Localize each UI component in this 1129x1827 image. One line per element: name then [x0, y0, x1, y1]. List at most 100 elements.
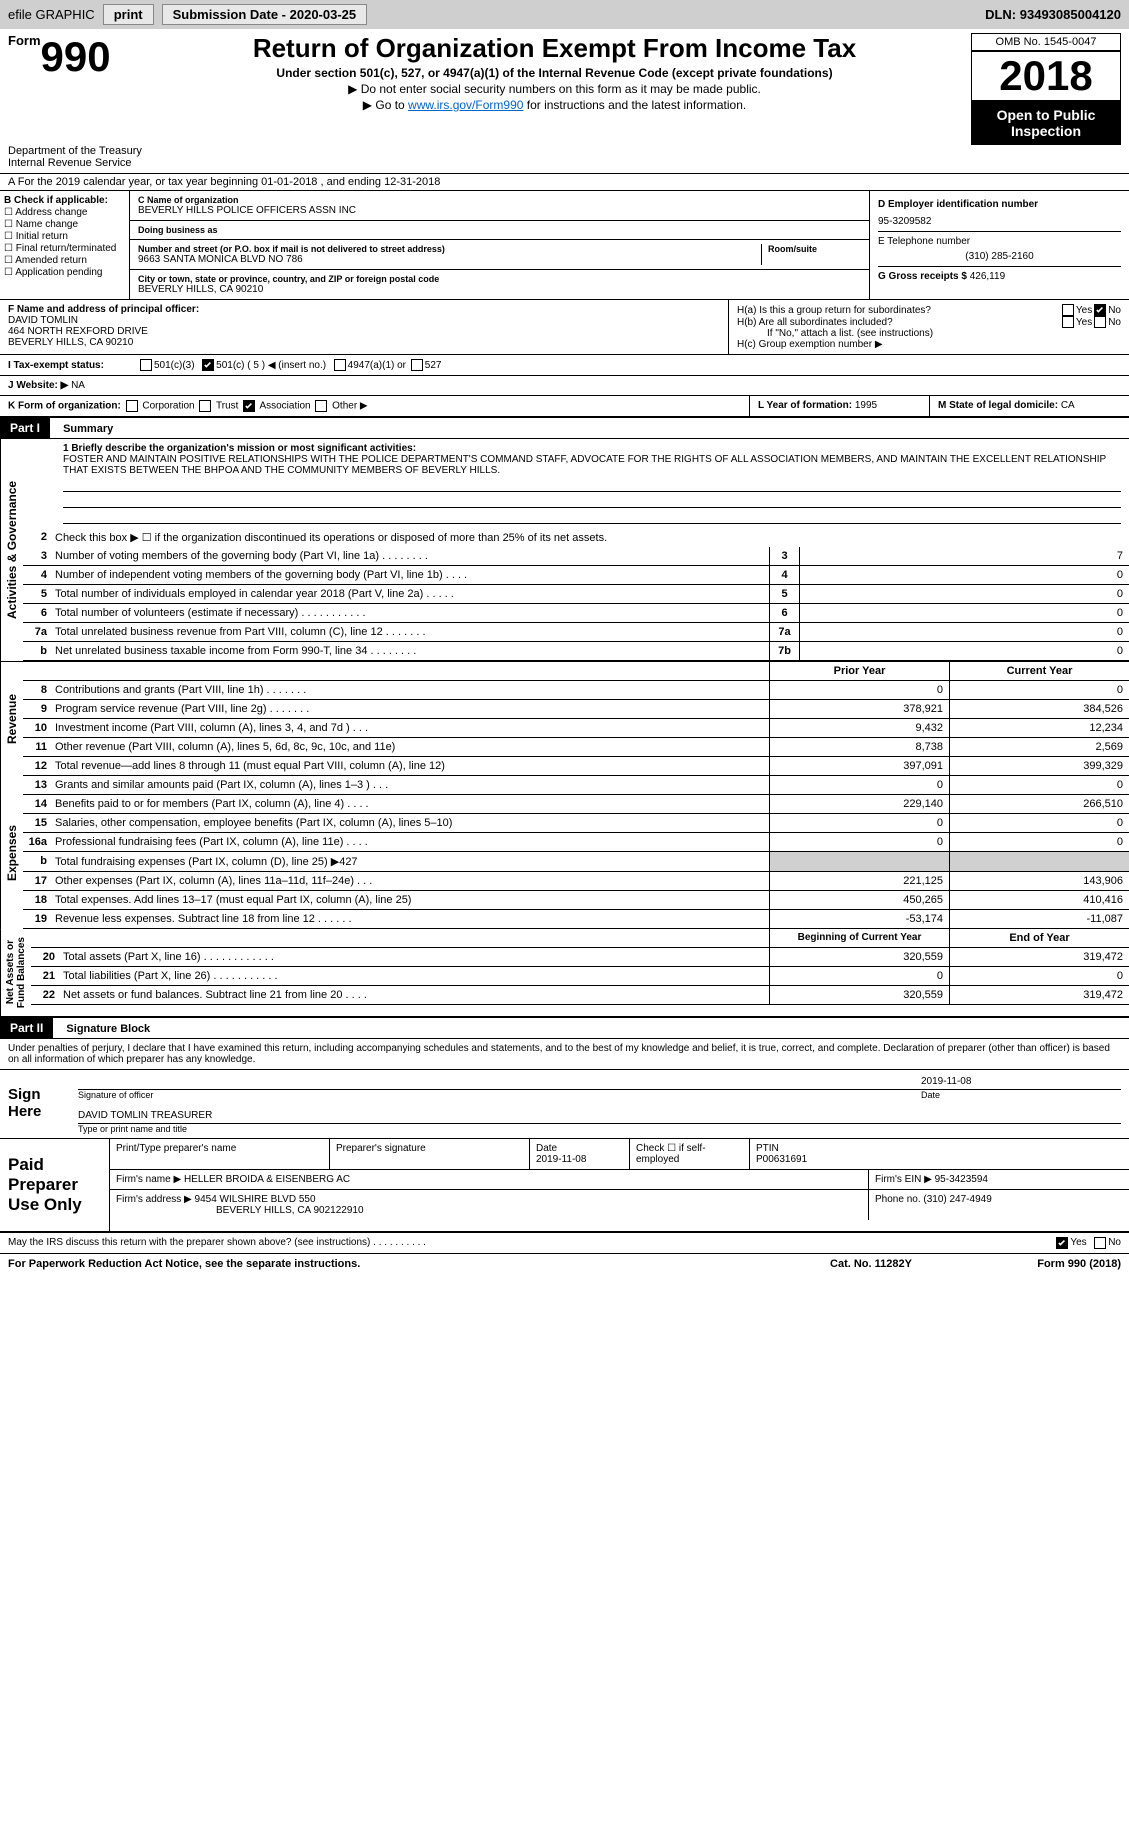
vlabel-governance: Activities & Governance — [0, 439, 23, 661]
col-b-checkboxes: B Check if applicable: ☐ Address change … — [0, 191, 130, 299]
line-17: 17Other expenses (Part IX, column (A), l… — [23, 872, 1129, 891]
pp-date: 2019-11-08 — [536, 1154, 586, 1165]
line-22: 22Net assets or fund balances. Subtract … — [31, 986, 1129, 1005]
cb-amended[interactable]: ☐ Amended return — [4, 255, 125, 266]
phone: (310) 285-2160 — [878, 251, 1121, 262]
discuss-no[interactable] — [1094, 1237, 1106, 1249]
form-number: Form990 — [8, 33, 138, 81]
street-address: 9663 SANTA MONICA BLVD NO 786 — [138, 254, 761, 265]
line-21: 21Total liabilities (Part X, line 26) . … — [31, 967, 1129, 986]
form-ref: Form 990 (2018) — [971, 1258, 1121, 1270]
summary-governance: Activities & Governance 1 Briefly descri… — [0, 439, 1129, 661]
firm-name: HELLER BROIDA & EISENBERG AC — [184, 1174, 350, 1185]
cb-name-change[interactable]: ☐ Name change — [4, 219, 125, 230]
cb-corp[interactable] — [126, 400, 138, 412]
mission-text: FOSTER AND MAINTAIN POSITIVE RELATIONSHI… — [63, 454, 1121, 476]
section-f-h: F Name and address of principal officer:… — [0, 300, 1129, 355]
line-18: 18Total expenses. Add lines 13–17 (must … — [23, 891, 1129, 910]
line-16a: 16aProfessional fundraising fees (Part I… — [23, 833, 1129, 852]
line-20: 20Total assets (Part X, line 16) . . . .… — [31, 948, 1129, 967]
submission-date: Submission Date - 2020-03-25 — [162, 4, 368, 25]
hb-no[interactable] — [1094, 316, 1106, 328]
cat-no: Cat. No. 11282Y — [771, 1258, 971, 1270]
line-12: 12Total revenue—add lines 8 through 11 (… — [23, 757, 1129, 776]
line-19: 19Revenue less expenses. Subtract line 1… — [23, 910, 1129, 929]
header-right: OMB No. 1545-0047 2018 Open to Public In… — [971, 33, 1121, 145]
section-b-c-d: B Check if applicable: ☐ Address change … — [0, 191, 1129, 300]
ein: 95-3209582 — [878, 216, 1121, 227]
website: NA — [71, 380, 85, 391]
vlabel-balances: Net Assets or Fund Balances — [0, 929, 31, 1016]
line-6: 6Total number of volunteers (estimate if… — [23, 604, 1129, 623]
cb-application-pending[interactable]: ☐ Application pending — [4, 267, 125, 278]
discuss-yes[interactable] — [1056, 1237, 1068, 1249]
line-9: 9Program service revenue (Part VIII, lin… — [23, 700, 1129, 719]
group-return: H(a) Is this a group return for subordin… — [729, 300, 1129, 354]
cb-address-change[interactable]: ☐ Address change — [4, 207, 125, 218]
cb-501c[interactable] — [202, 359, 214, 371]
principal-officer: F Name and address of principal officer:… — [0, 300, 729, 354]
firm-address: 9454 WILSHIRE BLVD 550 — [195, 1194, 316, 1205]
omb-number: OMB No. 1545-0047 — [971, 33, 1121, 51]
dln: DLN: 93493085004120 — [985, 7, 1121, 22]
mission-block: 1 Briefly describe the organization's mi… — [23, 439, 1129, 528]
cb-4947[interactable] — [334, 359, 346, 371]
org-name: BEVERLY HILLS POLICE OFFICERS ASSN INC — [138, 205, 861, 216]
state-domicile: CA — [1061, 400, 1075, 411]
discuss-row: May the IRS discuss this return with the… — [0, 1233, 1129, 1254]
ha-no[interactable] — [1094, 304, 1106, 316]
irs-link[interactable]: www.irs.gov/Form990 — [408, 98, 523, 112]
department: Department of the Treasury Internal Reve… — [0, 145, 1129, 173]
line-14: 14Benefits paid to or for members (Part … — [23, 795, 1129, 814]
sign-here-block: Sign Here 2019-11-08 Signature of office… — [0, 1069, 1129, 1139]
line-11: 11Other revenue (Part VIII, column (A), … — [23, 738, 1129, 757]
firm-phone: (310) 247-4949 — [923, 1194, 991, 1205]
footer: For Paperwork Reduction Act Notice, see … — [0, 1254, 1129, 1274]
note-link: ▶ Go to www.irs.gov/Form990 for instruct… — [138, 98, 971, 112]
city-state-zip: BEVERLY HILLS, CA 90210 — [138, 284, 861, 295]
line-7a: 7aTotal unrelated business revenue from … — [23, 623, 1129, 642]
form-subtitle: Under section 501(c), 527, or 4947(a)(1)… — [138, 66, 971, 80]
col-c-org-info: C Name of organization BEVERLY HILLS POL… — [130, 191, 869, 299]
row-i-tax-status: I Tax-exempt status: 501(c)(3) 501(c) ( … — [0, 355, 1129, 376]
line-5: 5Total number of individuals employed in… — [23, 585, 1129, 604]
row-k-l-m: K Form of organization: Corporation Trus… — [0, 396, 1129, 418]
line-3: 3Number of voting members of the governi… — [23, 547, 1129, 566]
paid-preparer-block: Paid Preparer Use Only Print/Type prepar… — [0, 1139, 1129, 1233]
firm-ein: 95-3423594 — [935, 1174, 988, 1185]
pp-self-employed[interactable]: Check ☐ if self-employed — [630, 1139, 750, 1169]
ha-yes[interactable] — [1062, 304, 1074, 316]
form-title: Return of Organization Exempt From Incom… — [138, 33, 971, 64]
line-8: 8Contributions and grants (Part VIII, li… — [23, 681, 1129, 700]
note-ssn: ▶ Do not enter social security numbers o… — [138, 82, 971, 96]
part-2-header: Part II Signature Block — [0, 1018, 1129, 1039]
vlabel-expenses: Expenses — [0, 776, 23, 929]
summary-revenue: Revenue Prior YearCurrent Year 8Contribu… — [0, 661, 1129, 776]
row-a-tax-year: A For the 2019 calendar year, or tax yea… — [0, 173, 1129, 191]
cb-527[interactable] — [411, 359, 423, 371]
gross-receipts: 426,119 — [970, 271, 1005, 282]
cb-final-return[interactable]: ☐ Final return/terminated — [4, 243, 125, 254]
year-formation: 1995 — [855, 400, 877, 411]
cb-trust[interactable] — [199, 400, 211, 412]
cb-other[interactable] — [315, 400, 327, 412]
ptin: P00631691 — [756, 1154, 807, 1165]
sig-date: 2019-11-08 — [921, 1076, 1121, 1087]
cb-initial-return[interactable]: ☐ Initial return — [4, 231, 125, 242]
line-b: bTotal fundraising expenses (Part IX, co… — [23, 852, 1129, 872]
vlabel-revenue: Revenue — [0, 662, 23, 776]
line-10: 10Investment income (Part VIII, column (… — [23, 719, 1129, 738]
row-j-website: J Website: ▶ NA — [0, 376, 1129, 396]
cb-assoc[interactable] — [243, 400, 255, 412]
perjury-statement: Under penalties of perjury, I declare th… — [0, 1039, 1129, 1069]
officer-name: DAVID TOMLIN TREASURER — [78, 1110, 212, 1121]
line-7b: bNet unrelated business taxable income f… — [23, 642, 1129, 661]
hb-yes[interactable] — [1062, 316, 1074, 328]
form-title-block: Return of Organization Exempt From Incom… — [138, 33, 971, 112]
cb-501c3[interactable] — [140, 359, 152, 371]
line-4: 4Number of independent voting members of… — [23, 566, 1129, 585]
form-header: Form990 Return of Organization Exempt Fr… — [0, 29, 1129, 145]
summary-balances: Net Assets or Fund Balances Beginning of… — [0, 929, 1129, 1018]
efile-label: efile GRAPHIC — [8, 7, 95, 22]
print-button[interactable]: print — [103, 4, 154, 25]
